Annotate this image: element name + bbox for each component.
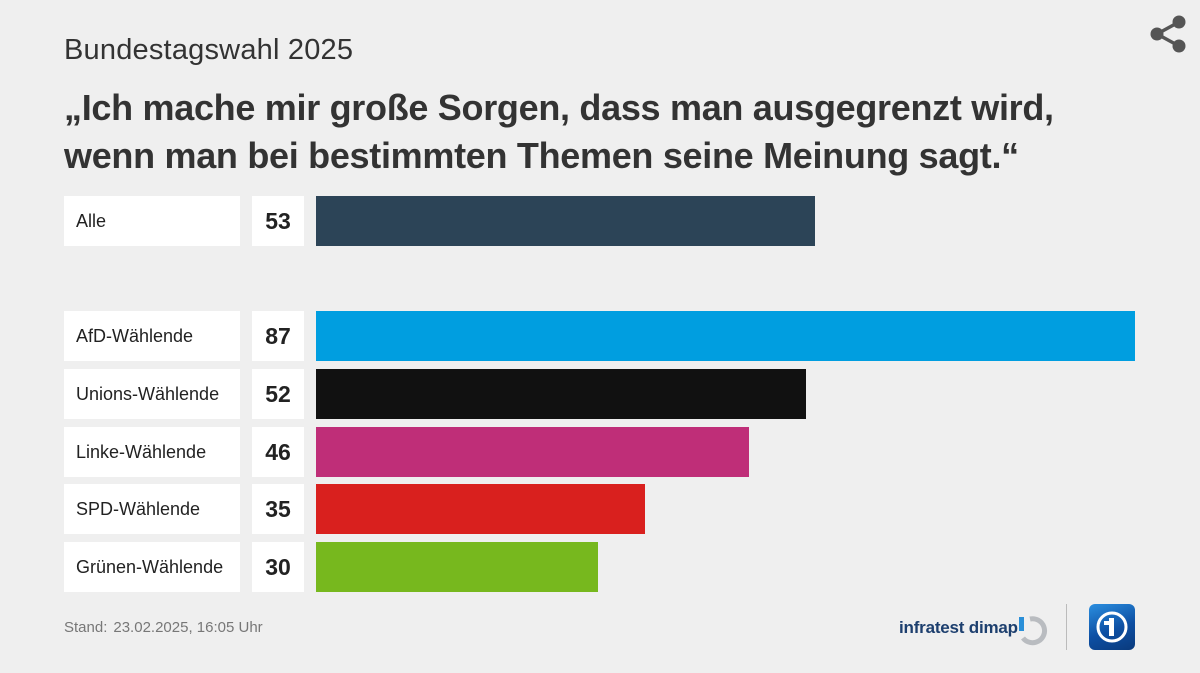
value-label: 53 (252, 196, 304, 246)
category-label: Alle (64, 196, 240, 246)
category-label: AfD-Wählende (64, 311, 240, 361)
infratest-dimap-logo (1019, 616, 1047, 646)
timestamp-label: Stand: (64, 619, 108, 636)
value-label: 52 (252, 369, 304, 419)
category-label: SPD-Wählende (64, 484, 240, 534)
bar-grunen-wahlende (316, 542, 598, 592)
value-label: 87 (252, 311, 304, 361)
ard-logo (1089, 604, 1135, 650)
category-label: Linke-Wählende (64, 427, 240, 477)
bar-row-grunen-wahlende: Grünen-Wählende 30 (64, 542, 1164, 592)
timestamp: Stand: 23.02.2025, 16:05 Uhr (64, 619, 269, 636)
category-label: Grünen-Wählende (64, 542, 240, 592)
share-icon[interactable] (1146, 14, 1190, 54)
bar-row-linke-wahlende: Linke-Wählende 46 (64, 427, 1164, 477)
bar-unions-wahlende (316, 369, 806, 419)
bar-row-spd-wahlende: SPD-Wählende 35 (64, 484, 1164, 534)
footer-divider (1066, 604, 1067, 650)
bar-row-alle: Alle 53 (64, 196, 1164, 246)
brand-name: infratest dimap (899, 618, 1018, 637)
value-label: 35 (252, 484, 304, 534)
bar-row-unions-wahlende: Unions-Wählende 52 (64, 369, 1164, 419)
value-label: 46 (252, 427, 304, 477)
category-label: Unions-Wählende (64, 369, 240, 419)
bar-spd-wahlende (316, 484, 645, 534)
value-label: 30 (252, 542, 304, 592)
bar-alle (316, 196, 815, 246)
chart-title: „Ich mache mir große Sorgen, dass man au… (64, 87, 1054, 176)
bar-row-afd-wahlende: AfD-Wählende 87 (64, 311, 1164, 361)
kicker: Bundestagswahl 2025 (64, 34, 354, 66)
timestamp-value: 23.02.2025, 16:05 Uhr (113, 619, 263, 636)
bar-afd-wahlende (316, 311, 1135, 361)
bar-linke-wahlende (316, 427, 749, 477)
